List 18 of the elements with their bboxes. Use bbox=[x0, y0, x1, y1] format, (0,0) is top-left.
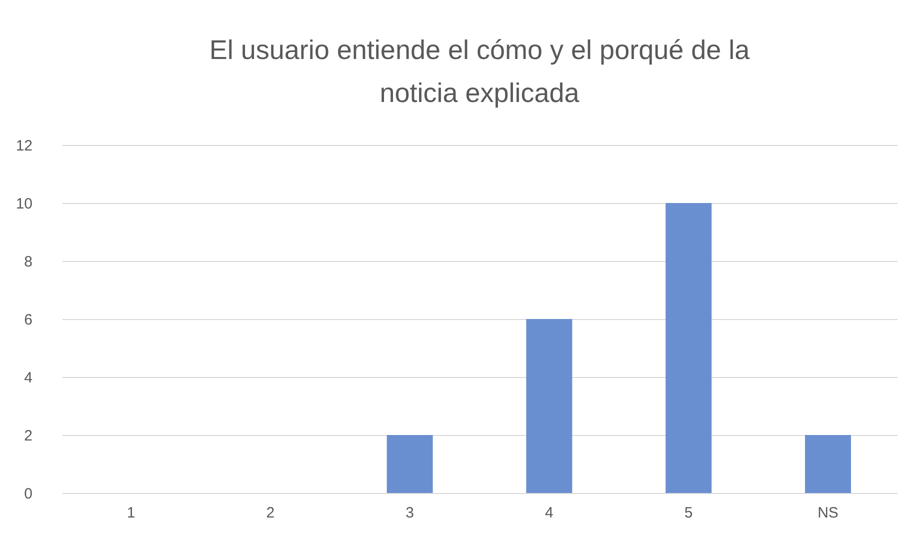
y-tick-label: 4 bbox=[24, 370, 32, 386]
bar bbox=[804, 435, 851, 493]
y-tick-label: 6 bbox=[24, 312, 32, 328]
y-tick-label: 8 bbox=[24, 254, 32, 270]
y-tick-label: 12 bbox=[16, 138, 32, 154]
y-tick-label: 2 bbox=[24, 428, 32, 444]
x-tick-label: NS bbox=[818, 504, 838, 522]
bar bbox=[666, 203, 712, 493]
x-tick-label: 2 bbox=[266, 504, 275, 522]
x-tick-label: 4 bbox=[545, 504, 554, 522]
x-tick-label: 3 bbox=[406, 504, 414, 522]
x-tick-label: 5 bbox=[684, 504, 693, 522]
bar bbox=[526, 319, 572, 493]
x-tick-label: 1 bbox=[126, 504, 136, 522]
chart-title: El usuario entiende el cómo y el porqué de la noticia explicada bbox=[209, 35, 751, 108]
y-tick-label: 0 bbox=[24, 486, 32, 502]
y-tick-label: 10 bbox=[16, 196, 32, 212]
bar bbox=[386, 435, 433, 493]
